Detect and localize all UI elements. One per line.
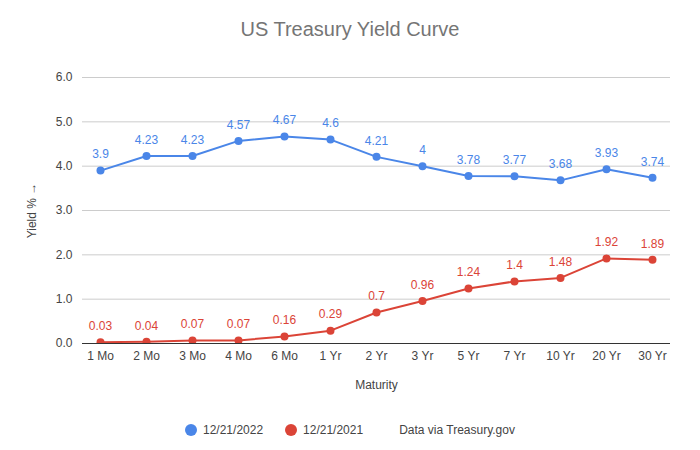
svg-text:0.16: 0.16 (273, 313, 297, 327)
svg-text:1 Mo: 1 Mo (87, 349, 114, 363)
svg-text:1.48: 1.48 (549, 255, 573, 269)
html-text:12/21/2022: 12/21/2022 (203, 423, 264, 437)
svg-text:Yield % →: Yield % → (25, 183, 39, 239)
svg-text:4.6: 4.6 (322, 116, 339, 130)
svg-text:0.0: 0.0 (56, 336, 73, 350)
svg-text:4: 4 (419, 143, 426, 157)
svg-text:0.7: 0.7 (368, 289, 385, 303)
svg-text:3.93: 3.93 (595, 146, 619, 160)
svg-text:3.9: 3.9 (92, 147, 109, 161)
svg-text:3.0: 3.0 (56, 203, 73, 217)
svg-text:6.0: 6.0 (56, 70, 73, 84)
svg-text:1.0: 1.0 (56, 292, 73, 306)
html-text:US Treasury Yield Curve: US Treasury Yield Curve (240, 18, 460, 40)
svg-text:7 Yr: 7 Yr (504, 349, 526, 363)
svg-text:3 Mo: 3 Mo (179, 349, 206, 363)
svg-text:2 Mo: 2 Mo (133, 349, 160, 363)
svg-text:6 Mo: 6 Mo (271, 349, 298, 363)
svg-text:3.68: 3.68 (549, 157, 573, 171)
svg-text:3.77: 3.77 (503, 153, 527, 167)
svg-text:3 Yr: 3 Yr (412, 349, 434, 363)
svg-text:4.23: 4.23 (181, 133, 205, 147)
svg-text:0.03: 0.03 (89, 319, 113, 333)
svg-text:1.4: 1.4 (506, 258, 523, 272)
svg-text:Maturity: Maturity (355, 378, 398, 392)
svg-text:5 Yr: 5 Yr (458, 349, 480, 363)
svg-text:1.92: 1.92 (595, 235, 619, 249)
svg-text:2.0: 2.0 (56, 248, 73, 262)
svg-text:5.0: 5.0 (56, 115, 73, 129)
svg-text:4.21: 4.21 (365, 134, 389, 148)
svg-text:4 Mo: 4 Mo (225, 349, 252, 363)
svg-text:3.74: 3.74 (641, 155, 665, 169)
svg-text:0.07: 0.07 (181, 317, 205, 331)
svg-text:4.57: 4.57 (227, 118, 251, 132)
svg-text:0.96: 0.96 (411, 278, 435, 292)
svg-text:3.78: 3.78 (457, 153, 481, 167)
svg-text:1.24: 1.24 (457, 265, 481, 279)
svg-text:1 Yr: 1 Yr (320, 349, 342, 363)
svg-text:4.23: 4.23 (135, 133, 159, 147)
svg-text:4.67: 4.67 (273, 113, 297, 127)
svg-text:1.89: 1.89 (641, 237, 665, 251)
svg-text:0.29: 0.29 (319, 307, 343, 321)
html-text:Data via Treasury.gov: Data via Treasury.gov (399, 423, 515, 437)
svg-text:2 Yr: 2 Yr (366, 349, 388, 363)
svg-text:0.07: 0.07 (227, 317, 251, 331)
svg-text:20 Yr: 20 Yr (592, 349, 620, 363)
svg-text:0.04: 0.04 (135, 319, 159, 333)
svg-text:4.0: 4.0 (56, 159, 73, 173)
html-text:12/21/2021: 12/21/2021 (303, 423, 364, 437)
svg-text:30 Yr: 30 Yr (638, 349, 666, 363)
svg-text:10 Yr: 10 Yr (546, 349, 574, 363)
